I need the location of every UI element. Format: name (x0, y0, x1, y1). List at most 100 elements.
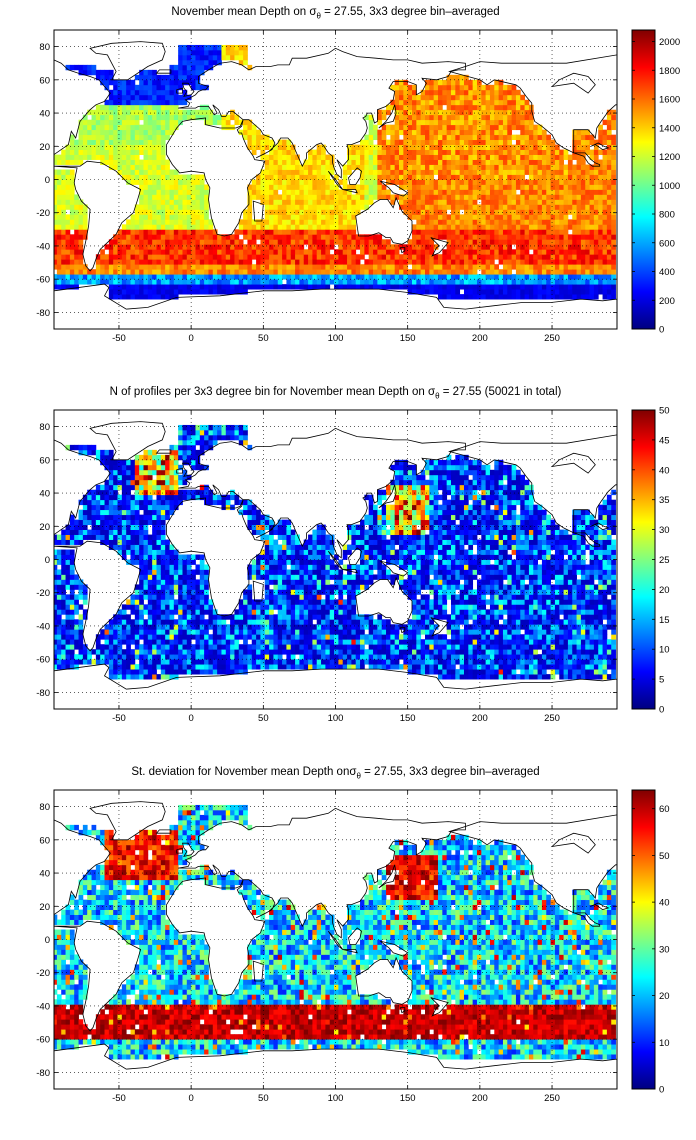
heatmap-cell (165, 204, 170, 210)
heatmap-cell (546, 249, 551, 255)
heatmap-cell (394, 79, 400, 86)
heatmap-cell (178, 234, 183, 240)
heatmap-cell (126, 79, 131, 86)
heatmap-cell (563, 199, 569, 205)
heatmap-cell (360, 159, 365, 165)
heatmap-cell (117, 529, 123, 535)
heatmap-cell (139, 159, 144, 165)
heatmap-cell (130, 629, 136, 635)
heatmap-cell (264, 239, 270, 245)
heatmap-cell (476, 239, 482, 245)
heatmap-cell (143, 289, 149, 295)
heatmap-cell (533, 209, 538, 215)
heatmap-cell (286, 184, 292, 190)
heatmap-cell (533, 219, 538, 225)
heatmap-cell (429, 274, 435, 280)
heatmap-cell (429, 129, 435, 136)
heatmap-cell (381, 189, 387, 195)
heatmap-cell (580, 239, 586, 245)
heatmap-cell (459, 279, 465, 285)
heatmap-cell (355, 199, 361, 205)
heatmap-cell (572, 199, 577, 205)
heatmap-cell (546, 274, 551, 280)
heatmap-cell (347, 249, 352, 255)
heatmap-cell (416, 289, 422, 295)
heatmap-cell (95, 279, 101, 285)
heatmap-cell (377, 234, 383, 240)
heatmap-cell (282, 264, 287, 270)
heatmap-cell (589, 209, 595, 215)
heatmap-cell (403, 144, 409, 150)
heatmap-cell (455, 199, 461, 205)
heatmap-cell (61, 529, 66, 535)
heatmap-cell (104, 264, 110, 270)
heatmap-cell (269, 169, 274, 175)
heatmap-cell (386, 274, 391, 280)
heatmap-cell (416, 249, 422, 255)
heatmap-cell (108, 289, 114, 295)
heatmap-cell (204, 249, 209, 255)
heatmap-cell (602, 234, 608, 240)
heatmap-cell (290, 179, 296, 185)
heatmap-cell (325, 279, 331, 285)
heatmap-cell (264, 134, 270, 141)
heatmap-cell (282, 259, 287, 265)
heatmap-cell (54, 244, 58, 250)
heatmap-cell (459, 74, 465, 81)
heatmap-cell (399, 194, 404, 200)
heatmap-cell (160, 219, 166, 225)
heatmap-cell (325, 284, 331, 290)
heatmap-cell (186, 229, 192, 235)
heatmap-cell (450, 244, 456, 250)
heatmap-cell (264, 204, 270, 210)
heatmap-cell (95, 639, 101, 645)
heatmap-cell (541, 199, 547, 205)
heatmap-cell (455, 244, 461, 250)
heatmap-cell (217, 114, 222, 121)
heatmap-cell (507, 209, 513, 215)
heatmap-cell (238, 239, 244, 245)
heatmap-cell (463, 84, 469, 91)
heatmap-cell (251, 234, 257, 240)
heatmap-cell (65, 194, 71, 200)
heatmap-cell (602, 269, 608, 275)
heatmap-cell (82, 589, 88, 595)
heatmap-cell (481, 269, 487, 275)
heatmap-cell (342, 239, 348, 245)
heatmap-cell (204, 269, 209, 275)
heatmap-cell (606, 209, 612, 215)
heatmap-cell (165, 199, 170, 205)
heatmap-cell (420, 289, 426, 295)
heatmap-cell (459, 239, 465, 245)
heatmap-cell (264, 269, 270, 275)
heatmap-cell (537, 239, 543, 245)
heatmap-cell (134, 619, 140, 625)
heatmap-cell (593, 229, 599, 235)
heatmap-cell (611, 254, 616, 260)
heatmap-cell (338, 204, 344, 210)
heatmap-cell (476, 294, 482, 300)
heatmap-cell (108, 99, 114, 106)
heatmap-cell (572, 144, 577, 150)
heatmap-cell (256, 254, 261, 260)
heatmap-cell (433, 289, 439, 295)
heatmap-cell (468, 259, 474, 265)
heatmap-cell (108, 634, 114, 640)
heatmap-cell (139, 644, 144, 650)
heatmap-cell (537, 129, 543, 136)
heatmap-cell (476, 189, 482, 195)
heatmap-cell (511, 94, 517, 101)
heatmap-cell (104, 504, 110, 511)
heatmap-cell (65, 249, 71, 255)
heatmap-cell (91, 449, 97, 456)
heatmap-cell (585, 264, 590, 270)
heatmap-cell (338, 224, 344, 230)
heatmap-cell (576, 249, 582, 255)
heatmap-cell (134, 654, 140, 660)
heatmap-cell (173, 194, 179, 200)
heatmap-cell (134, 549, 140, 555)
heatmap-cell (143, 579, 149, 585)
heatmap-cell (463, 74, 469, 81)
heatmap-cell (147, 209, 153, 215)
heatmap-cell (520, 114, 526, 121)
